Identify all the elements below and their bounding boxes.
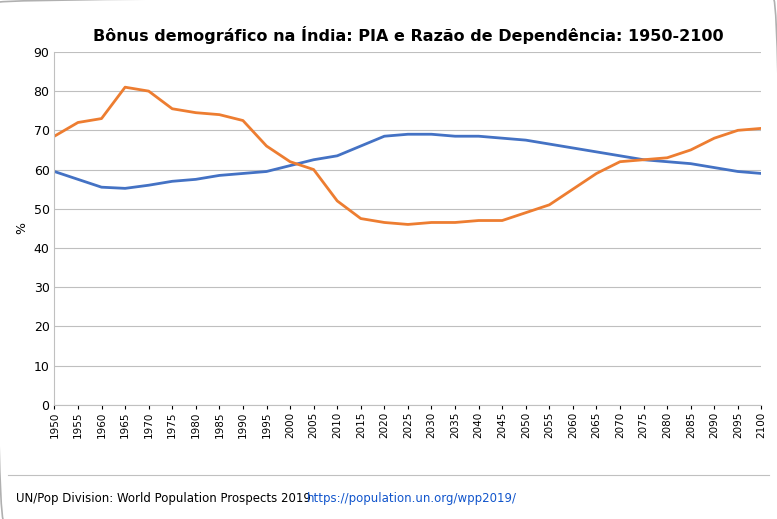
Razão de dependência [333, 198, 342, 204]
Razão de dependência [73, 119, 82, 126]
Razão de dependência [709, 135, 719, 141]
Razão de dependência [686, 147, 695, 153]
Razão de dependência [403, 221, 413, 227]
PIA (15-64 anos) [709, 165, 719, 171]
PIA (15-64 anos) [663, 159, 672, 165]
PIA (15-64 anos) [757, 170, 766, 176]
Razão de dependência [262, 143, 271, 149]
PIA (15-64 anos) [497, 135, 507, 141]
Razão de dependência [214, 112, 224, 118]
Razão de dependência [521, 210, 531, 216]
PIA (15-64 anos) [403, 131, 413, 138]
Razão de dependência [497, 217, 507, 224]
Razão de dependência [285, 159, 294, 165]
Razão de dependência [451, 220, 460, 226]
PIA (15-64 anos) [97, 184, 106, 190]
Razão de dependência [97, 115, 106, 121]
Razão de dependência [144, 88, 153, 94]
PIA (15-64 anos) [451, 133, 460, 139]
PIA (15-64 anos) [50, 168, 59, 174]
Razão de dependência [615, 159, 625, 165]
Razão de dependência [50, 133, 59, 139]
PIA (15-64 anos) [144, 182, 153, 188]
Line: Razão de dependência: Razão de dependência [54, 87, 761, 224]
PIA (15-64 anos) [191, 176, 200, 183]
Line: PIA (15-64 anos): PIA (15-64 anos) [54, 134, 761, 188]
PIA (15-64 anos) [568, 145, 577, 151]
Razão de dependência [120, 84, 130, 90]
PIA (15-64 anos) [168, 178, 177, 184]
Title: Bônus demográfico na Índia: PIA e Razão de Dependência: 1950-2100: Bônus demográfico na Índia: PIA e Razão … [92, 26, 723, 44]
Razão de dependência [733, 127, 743, 133]
Razão de dependência [191, 110, 200, 116]
Razão de dependência [474, 217, 483, 224]
Razão de dependência [592, 170, 601, 176]
Razão de dependência [380, 220, 389, 226]
Razão de dependência [545, 202, 554, 208]
PIA (15-64 anos) [733, 168, 743, 174]
PIA (15-64 anos) [333, 153, 342, 159]
PIA (15-64 anos) [545, 141, 554, 147]
Razão de dependência [568, 186, 577, 192]
PIA (15-64 anos) [309, 157, 319, 163]
PIA (15-64 anos) [474, 133, 483, 139]
Razão de dependência [356, 215, 365, 222]
PIA (15-64 anos) [380, 133, 389, 139]
PIA (15-64 anos) [73, 176, 82, 183]
Razão de dependência [239, 117, 248, 124]
Razão de dependência [427, 220, 436, 226]
Razão de dependência [757, 125, 766, 131]
Y-axis label: %: % [15, 222, 28, 235]
PIA (15-64 anos) [262, 168, 271, 174]
PIA (15-64 anos) [427, 131, 436, 138]
PIA (15-64 anos) [239, 170, 248, 176]
Text: UN/Pop Division: World Population Prospects 2019: UN/Pop Division: World Population Prospe… [16, 491, 314, 505]
Text: https://population.un.org/wpp2019/: https://population.un.org/wpp2019/ [307, 491, 517, 505]
PIA (15-64 anos) [592, 149, 601, 155]
PIA (15-64 anos) [120, 185, 130, 192]
PIA (15-64 anos) [615, 153, 625, 159]
PIA (15-64 anos) [639, 157, 648, 163]
PIA (15-64 anos) [521, 137, 531, 143]
Razão de dependência [309, 167, 319, 173]
PIA (15-64 anos) [285, 162, 294, 169]
PIA (15-64 anos) [686, 160, 695, 167]
Razão de dependência [639, 157, 648, 163]
PIA (15-64 anos) [356, 143, 365, 149]
PIA (15-64 anos) [214, 172, 224, 179]
Razão de dependência [168, 106, 177, 112]
Razão de dependência [663, 155, 672, 161]
